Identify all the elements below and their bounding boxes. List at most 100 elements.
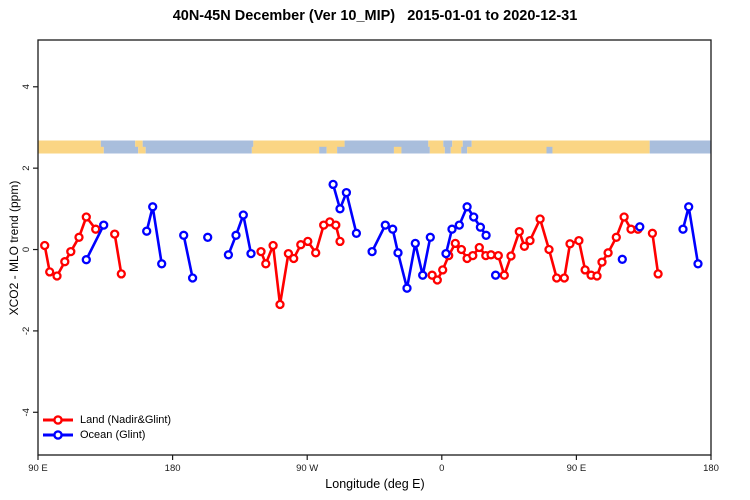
legend-label-ocean: Ocean (Glint) [80, 429, 146, 441]
band-north-row-ocean-segment [443, 140, 453, 148]
band-south-row-ocean-segment [546, 146, 553, 154]
ocean-data-point [238, 210, 248, 220]
land-data-point [506, 251, 516, 261]
legend: Land (Nadir&Glint) Ocean (Glint) [42, 413, 171, 442]
ocean-data-point [462, 202, 472, 212]
land-data-point [40, 240, 50, 251]
band-north-row-ocean-segment [344, 140, 429, 148]
band-south-row-land-segment [450, 146, 462, 154]
band-south-row-land-segment [429, 146, 445, 154]
x-tick-label: 180 [703, 463, 719, 474]
land-data-point [474, 242, 484, 253]
ocean-series-line [182, 234, 194, 280]
ocean-data-point [475, 222, 486, 232]
land-data-point [91, 224, 101, 234]
land-data-point [283, 248, 294, 259]
band-north-row-land-segment [38, 140, 101, 148]
land-data-point [45, 267, 55, 277]
ocean-data-point [402, 283, 412, 293]
ocean-data-point [454, 220, 464, 230]
land-data-point [311, 248, 321, 258]
ocean-data-point [99, 220, 109, 230]
land-series-line [43, 215, 97, 278]
land-data-point [468, 250, 478, 261]
land-data-point [544, 244, 554, 255]
ocean-data-point [684, 202, 694, 212]
ocean-data-point [617, 254, 627, 264]
ocean-data-point [335, 204, 345, 214]
land-data-point [256, 246, 266, 257]
ocean-data-point [481, 230, 491, 240]
band-south-row-ocean-segment [337, 146, 394, 154]
land-data-point [603, 248, 613, 258]
land-data-point [261, 259, 271, 269]
band-north-row-land-segment [253, 140, 345, 148]
ocean-data-point [418, 270, 428, 280]
band-south-row-ocean-segment [103, 146, 139, 154]
x-tick-label: 0 [439, 463, 444, 474]
band-south-row-ocean-segment [649, 146, 711, 154]
land-data-point [432, 275, 442, 285]
land-data-point [66, 246, 76, 257]
land-data-point [580, 265, 590, 275]
ocean-data-point [231, 230, 241, 240]
band-south-row-land-segment [326, 146, 338, 154]
land-data-point [535, 214, 545, 224]
land-series-marker-icon [43, 415, 73, 425]
band-north-row-ocean-segment [649, 140, 711, 148]
ocean-data-point [179, 230, 189, 240]
ocean-data-point [187, 273, 198, 283]
x-axis-label: Longitude (deg E) [325, 477, 425, 491]
land-data-point [52, 271, 62, 281]
ocean-data-point [223, 250, 234, 260]
x-tick-label: 90 E [567, 463, 587, 474]
ocean-data-point [246, 248, 256, 259]
land-data-point [456, 244, 467, 255]
ocean-data-point [351, 228, 362, 238]
ocean-data-point [148, 202, 158, 212]
ocean-data-point [81, 255, 91, 265]
band-south-row-ocean-segment [319, 146, 327, 154]
land-data-point [275, 299, 285, 310]
x-tick-label: 90 E [28, 463, 48, 474]
band-south-row-land-segment [251, 146, 320, 154]
chart-title: 40N-45N December (Ver 10_MIP) 2015-01-01… [172, 8, 578, 24]
ocean-data-point [441, 248, 451, 259]
ocean-series-line [85, 223, 105, 262]
band-north-row-ocean-segment [142, 140, 254, 148]
land-data-point [331, 220, 341, 230]
band-south-row-ocean-segment [444, 146, 451, 154]
ocean-series-marker-icon [43, 430, 73, 440]
band-south-row-land-segment [393, 146, 402, 154]
ocean-data-point [447, 224, 457, 234]
ocean-data-point [341, 187, 352, 198]
land-data-point [60, 257, 70, 267]
band-north-row-land-segment [428, 140, 444, 148]
ocean-data-point [469, 212, 479, 222]
land-data-point [303, 236, 313, 247]
land-data-point [110, 229, 120, 239]
land-data-point [438, 265, 448, 275]
band-north-row-land-segment [135, 140, 143, 148]
ocean-data-point [425, 232, 435, 242]
ocean-data-point [490, 270, 501, 280]
land-data-point [289, 253, 299, 264]
ocean-data-point [388, 224, 398, 234]
x-tick-label: 90 W [296, 463, 318, 474]
y-tick-label: 0 [21, 247, 32, 252]
land-data-point [525, 235, 535, 246]
land-data-point [597, 257, 607, 267]
ocean-data-point [380, 220, 390, 230]
plot-border [37, 39, 712, 456]
land-data-point [486, 250, 496, 260]
land-data-point [493, 250, 503, 261]
band-north-row-ocean-segment [462, 140, 472, 148]
land-data-point [81, 212, 91, 222]
land-data-point [565, 239, 575, 249]
land-data-point [559, 273, 569, 283]
land-data-point [653, 269, 663, 279]
land-series-line [259, 220, 342, 306]
band-south-row-ocean-segment [145, 146, 252, 154]
